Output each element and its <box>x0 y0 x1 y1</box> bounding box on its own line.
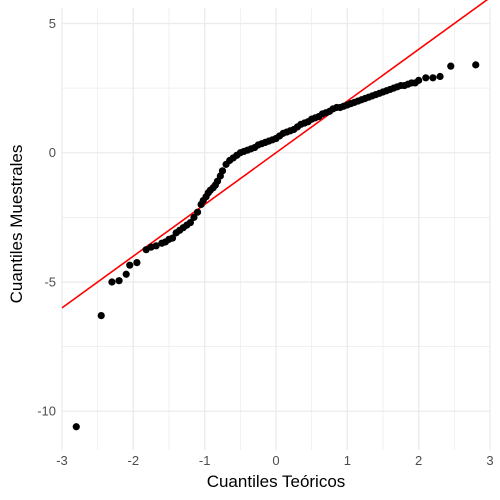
data-point <box>168 234 177 242</box>
data-points <box>72 61 480 431</box>
y-tick-label: 0 <box>49 145 56 160</box>
data-point <box>472 61 480 69</box>
x-tick-labels: -3 -2 -1 0 1 2 3 <box>56 453 493 468</box>
y-tick-label: 5 <box>49 16 56 31</box>
x-tick-label: 3 <box>486 453 493 468</box>
data-point <box>422 74 430 82</box>
x-tick-label: -2 <box>128 453 140 468</box>
data-point <box>190 213 198 221</box>
x-tick-label: 0 <box>272 453 279 468</box>
data-point <box>447 62 455 70</box>
reference-line <box>61 0 489 309</box>
qq-reference-line <box>61 0 489 309</box>
x-axis-label: Cuantiles Teóricos <box>207 472 346 491</box>
data-point <box>152 242 160 250</box>
data-point <box>72 423 80 431</box>
y-tick-labels: -10 -5 0 5 <box>37 16 56 419</box>
data-point <box>122 270 130 278</box>
data-point <box>193 208 202 216</box>
x-tick-label: -3 <box>56 453 68 468</box>
y-tick-label: -5 <box>44 274 56 289</box>
data-point <box>415 76 423 84</box>
data-point <box>115 277 123 285</box>
data-point <box>436 72 444 81</box>
x-tick-label: -1 <box>199 453 211 468</box>
data-point <box>108 278 116 286</box>
data-point <box>133 259 141 267</box>
grid-lines <box>61 8 491 450</box>
x-tick-label: 2 <box>415 453 422 468</box>
y-tick-label: -10 <box>37 404 56 419</box>
data-point <box>186 218 194 227</box>
data-point <box>218 167 227 175</box>
data-point <box>97 311 105 320</box>
data-point <box>126 261 134 269</box>
x-tick-label: 1 <box>344 453 351 468</box>
data-point <box>429 74 437 82</box>
y-axis-label: Cuantiles Muestrales <box>7 145 26 304</box>
